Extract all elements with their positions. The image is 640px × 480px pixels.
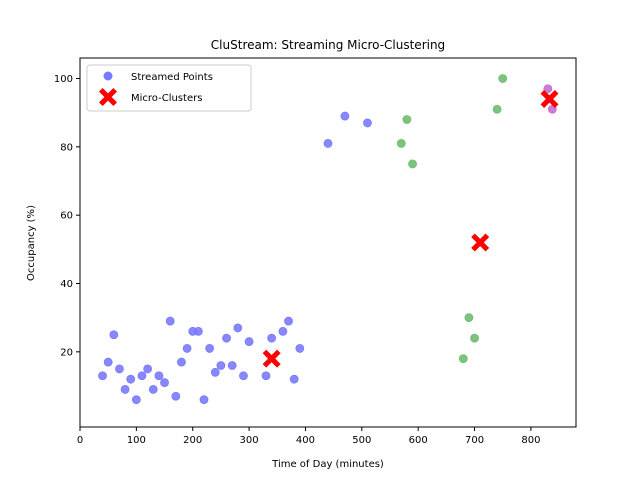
y-tick-label: 40 xyxy=(60,279,73,290)
data-point xyxy=(239,371,248,381)
chart-title: CluStream: Streaming Micro-Clustering xyxy=(211,38,445,52)
data-point xyxy=(148,385,158,394)
data-point xyxy=(205,344,215,353)
data-point xyxy=(182,344,192,353)
data-point xyxy=(222,333,231,343)
legend-label-clusters: Micro-Clusters xyxy=(131,93,202,104)
data-point xyxy=(363,118,372,128)
data-point xyxy=(120,385,130,394)
y-tick-label: 60 xyxy=(60,211,73,222)
data-point xyxy=(171,391,181,401)
data-point xyxy=(261,371,271,381)
data-point xyxy=(289,374,299,384)
data-point xyxy=(227,361,237,370)
data-point xyxy=(543,84,553,94)
data-point xyxy=(498,74,508,83)
data-point xyxy=(143,364,153,374)
data-point xyxy=(402,115,412,124)
data-point xyxy=(470,333,479,343)
x-tick-label: 200 xyxy=(183,435,202,446)
x-axis-title: Time of Day (minutes) xyxy=(271,459,384,470)
legend-marker-clusters xyxy=(99,88,117,106)
data-point xyxy=(131,395,141,405)
plot-frame xyxy=(79,57,577,428)
legend: Streamed Points Micro-Clusters xyxy=(86,64,252,112)
data-point xyxy=(177,357,186,367)
micro-cluster-marker xyxy=(471,233,490,252)
data-point xyxy=(278,326,288,336)
data-point xyxy=(154,371,164,381)
data-point xyxy=(126,374,136,384)
micro-cluster-marker xyxy=(540,90,559,108)
data-point xyxy=(396,139,406,148)
data-point xyxy=(103,357,113,367)
data-point xyxy=(408,159,417,169)
x-tick-label: 800 xyxy=(521,435,540,446)
legend-label-points: Streamed Points xyxy=(131,72,213,83)
data-point xyxy=(340,111,350,121)
legend-box xyxy=(86,64,252,112)
data-point xyxy=(98,371,107,381)
data-point xyxy=(165,316,175,326)
micro-cluster-marker xyxy=(262,349,281,368)
x-tick-label: 100 xyxy=(127,435,146,446)
y-axis-title: Occupancy (%) xyxy=(26,205,37,281)
x-tick-label: 400 xyxy=(296,435,315,446)
data-point xyxy=(193,326,203,336)
y-tick-label: 80 xyxy=(60,142,73,153)
data-point xyxy=(284,316,293,326)
x-tick-label: 700 xyxy=(465,435,484,446)
y-tick-label: 100 xyxy=(54,74,73,85)
data-point xyxy=(458,354,468,364)
data-point xyxy=(160,378,169,387)
data-point xyxy=(137,371,147,381)
x-axis: 0 100 200 300 400 500 600 700 800 xyxy=(77,427,540,446)
x-tick-label: 600 xyxy=(409,435,428,446)
x-tick-label: 300 xyxy=(240,435,259,446)
data-point xyxy=(267,333,277,343)
y-axis: 20 40 60 80 100 xyxy=(54,74,80,358)
legend-marker-points xyxy=(103,71,113,81)
data-point xyxy=(233,323,243,333)
y-tick-label: 20 xyxy=(60,347,73,358)
data-point xyxy=(295,344,305,353)
data-point xyxy=(109,330,119,340)
data-point xyxy=(492,104,502,114)
x-tick-label: 0 xyxy=(77,435,83,446)
data-point xyxy=(216,361,226,370)
data-point xyxy=(199,395,209,405)
data-point xyxy=(323,139,333,148)
x-tick-label: 500 xyxy=(352,435,371,446)
plot-area xyxy=(79,57,577,428)
data-point xyxy=(115,364,124,374)
data-point xyxy=(244,337,254,346)
data-point xyxy=(210,367,220,377)
data-point xyxy=(464,313,474,323)
